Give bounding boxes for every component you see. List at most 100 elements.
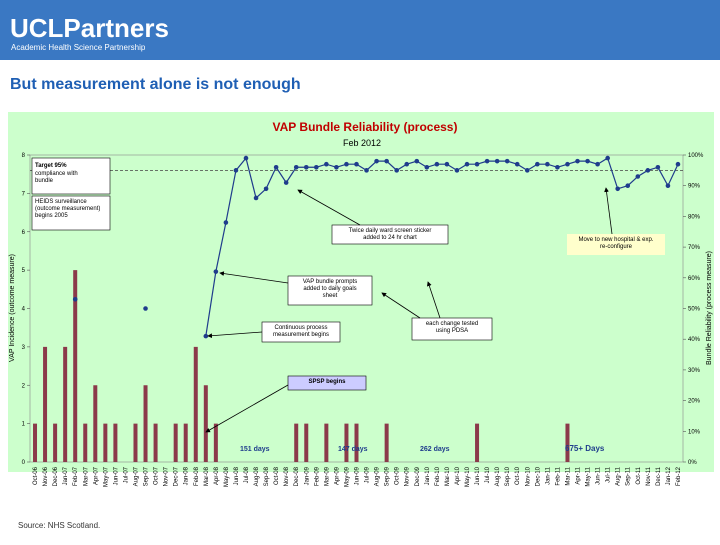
annotation-arrow <box>426 281 441 319</box>
y2-tick-label: 20% <box>688 399 701 405</box>
x-tick-label: Jan-07 <box>63 466 69 485</box>
point <box>444 161 450 167</box>
point <box>645 168 651 173</box>
point <box>334 164 339 170</box>
x-tick-label: Oct-09 <box>395 466 401 485</box>
source: Source: NHS Scotland. <box>18 521 100 530</box>
annotation-text: Move to new hospital & exp. <box>578 237 653 243</box>
y2-axis-label: Bundle Reliability (process measure) <box>706 251 713 365</box>
period-label: 675+ Days <box>565 444 605 453</box>
point <box>655 164 661 170</box>
bar <box>113 423 118 462</box>
annotation-arrow <box>381 292 421 319</box>
point <box>585 158 590 164</box>
point <box>72 296 78 302</box>
x-tick-label: Dec-07 <box>174 466 180 486</box>
x-tick-label: Feb-10 <box>435 466 441 486</box>
annotation-text: using PDSA <box>436 328 468 334</box>
x-tick-label: Jul-09 <box>365 466 371 483</box>
point <box>344 161 349 167</box>
x-tick-label: Jul-10 <box>485 466 491 483</box>
bar <box>63 346 68 462</box>
annotation-arrow <box>219 271 289 284</box>
x-tick-label: Dec-11 <box>656 466 662 486</box>
x-tick-label: Sep-09 <box>385 466 391 486</box>
annotation-text: VAP bundle prompts <box>303 279 357 285</box>
point <box>635 174 641 179</box>
x-tick-label: Feb-09 <box>314 466 320 486</box>
x-tick-label: Nov-06 <box>43 466 49 486</box>
point <box>565 161 570 167</box>
point <box>233 168 239 173</box>
x-tick-label: May-10 <box>465 466 471 487</box>
point <box>283 180 289 185</box>
x-tick-label: Feb-12 <box>676 466 682 486</box>
x-tick-label: May-07 <box>103 466 109 487</box>
x-tick-label: Aug-08 <box>254 466 260 486</box>
x-tick-label: Feb-11 <box>555 466 561 485</box>
x-tick-label: Jan-08 <box>184 466 190 485</box>
point <box>354 161 359 167</box>
annotation-text: HEIDS surveillance <box>35 199 87 205</box>
point <box>213 269 219 274</box>
point <box>424 164 430 170</box>
x-tick-label: Oct-07 <box>154 466 160 485</box>
point <box>434 161 440 167</box>
bar <box>173 423 178 462</box>
bar <box>294 423 299 462</box>
x-tick-label: Jan-10 <box>425 466 431 485</box>
x-tick-label: Apr-11 <box>576 466 582 484</box>
bar <box>384 423 389 462</box>
x-tick-label: Mar-08 <box>204 466 210 486</box>
bar <box>143 385 148 462</box>
x-tick-label: Mar-09 <box>324 466 330 486</box>
annotation-text: measurement begins <box>273 332 329 338</box>
bar <box>33 423 38 462</box>
y2-tick-label: 80% <box>688 214 701 220</box>
annotation-text: Continuous process <box>274 325 327 331</box>
y2-tick-label: 40% <box>688 337 701 343</box>
bar <box>183 423 188 462</box>
point <box>575 158 580 164</box>
y-tick-label: 1 <box>22 422 26 428</box>
annotation-text: Target 95% <box>35 163 67 169</box>
annotation-box <box>31 195 111 231</box>
point <box>273 164 279 170</box>
x-tick-label: Feb-08 <box>194 466 200 486</box>
x-tick-label: Sep-11 <box>626 466 632 486</box>
point <box>414 158 420 164</box>
tagline: Academic Health Science Partnership <box>11 43 146 52</box>
bar <box>344 423 349 462</box>
y-tick-label: 3 <box>22 345 26 351</box>
y2-tick-label: 90% <box>688 184 701 190</box>
x-tick-label: Jul-08 <box>244 466 250 483</box>
y-tick-label: 8 <box>22 153 26 159</box>
x-tick-label: Aug-09 <box>375 466 381 486</box>
bar <box>153 423 158 462</box>
y2-tick-label: 30% <box>688 368 701 374</box>
bar <box>93 385 98 462</box>
x-tick-label: Oct-11 <box>636 466 642 484</box>
brand: UCLPartners <box>10 13 169 43</box>
x-tick-label: Aug-10 <box>495 466 501 486</box>
x-tick-label: Aug-11 <box>616 466 622 486</box>
bar <box>565 423 570 462</box>
point <box>675 161 681 167</box>
bar <box>354 423 359 462</box>
point <box>253 195 259 201</box>
annotation-box <box>411 317 493 341</box>
x-tick-label: Nov-10 <box>525 466 531 486</box>
annotation-arrow <box>207 331 263 339</box>
point <box>514 161 520 167</box>
point <box>484 158 490 164</box>
bar <box>53 423 58 462</box>
annotation-text: (outcome measurement) <box>35 206 100 212</box>
y-tick-label: 4 <box>22 307 26 313</box>
x-tick-label: May-11 <box>586 466 592 486</box>
point <box>464 161 470 167</box>
x-tick-label: Jan-12 <box>666 466 672 485</box>
point <box>293 164 299 170</box>
x-tick-label: Sep-07 <box>144 466 150 486</box>
point <box>223 220 229 225</box>
x-tick-label: Dec-09 <box>415 466 421 486</box>
